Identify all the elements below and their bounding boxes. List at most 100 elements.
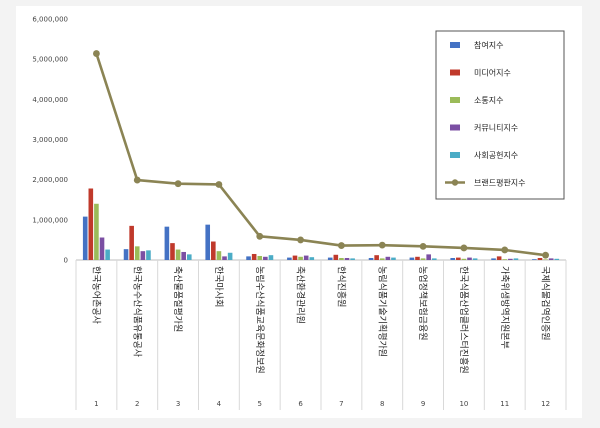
line-point	[338, 242, 345, 249]
legend-label: 브랜드평판지수	[474, 178, 526, 188]
x-axis: 한국농어촌공사 1 한국농수산식품유통공사 2 축산물품질평가원 3 한국마사회 4 농림수산식…	[75, 259, 567, 410]
bar-3	[134, 246, 140, 260]
bar-4	[426, 254, 431, 260]
rank-label: 9	[421, 400, 425, 408]
bar-4	[344, 257, 350, 260]
rank-label: 5	[258, 400, 262, 408]
bar-3	[379, 258, 385, 260]
bar-5	[309, 257, 315, 260]
bar-2	[292, 255, 298, 260]
line-point	[215, 181, 223, 188]
bar-4	[467, 257, 472, 260]
bar-3	[339, 257, 344, 260]
bar-3	[94, 203, 99, 260]
y-tick-label: 3,000,000	[32, 136, 68, 144]
category-label: 축산물품질평가원	[172, 266, 184, 332]
line-point	[501, 246, 509, 254]
bar-4	[548, 258, 554, 260]
bar-1	[123, 249, 129, 260]
bar-3	[420, 258, 426, 260]
bar-3	[543, 259, 548, 260]
legend-label: 사회공헌지수	[474, 151, 518, 160]
line-point	[256, 232, 264, 240]
legend-swatch	[450, 97, 460, 103]
y-tick-label: 0	[64, 257, 68, 265]
line-series	[93, 50, 549, 259]
bar-3	[216, 251, 222, 260]
line-point	[93, 50, 100, 57]
legend-swatch	[450, 124, 460, 131]
line-point	[378, 241, 386, 249]
bar-5	[513, 258, 519, 260]
bar-series	[82, 188, 560, 260]
bar-3	[175, 249, 181, 260]
line-point	[174, 180, 182, 188]
brand-reputation-chart: 0 1,000,000 2,000,000 3,000,000 4,000,000 5,0…	[32, 16, 567, 410]
rank-label: 3	[176, 400, 180, 408]
legend-label: 미디어지수	[474, 68, 511, 78]
rank-label: 7	[339, 400, 343, 408]
bar-5	[554, 258, 560, 260]
category-label: 한식진흥원	[335, 266, 347, 307]
rank-label: 8	[380, 400, 384, 408]
line-path	[95, 53, 546, 257]
bar-2	[251, 253, 257, 260]
bar-4	[263, 256, 268, 260]
legend-swatch	[450, 69, 460, 76]
line-point	[133, 176, 141, 184]
bar-1	[409, 257, 415, 260]
y-tick-label: 2,000,000	[32, 176, 68, 184]
rank-label: 12	[541, 400, 550, 408]
bar-5	[105, 249, 110, 260]
bar-5	[227, 252, 233, 260]
bar-1	[450, 257, 456, 260]
y-axis: 0 1,000,000 2,000,000 3,000,000 4,000,000 5,0…	[32, 16, 68, 265]
bar-2	[88, 188, 94, 260]
category-label: 한국식품산업클러스터진흥원	[458, 266, 470, 374]
category-label: 국제식물검역인증원	[540, 266, 552, 341]
line-point	[460, 244, 468, 252]
bar-1	[327, 257, 333, 260]
bar-1	[164, 226, 170, 260]
y-tick-label: 1,000,000	[32, 216, 68, 224]
legend-label: 커뮤니티지수	[474, 123, 518, 133]
category-label: 한국농어촌공사	[90, 266, 101, 325]
bar-2	[211, 241, 216, 260]
rank-label: 2	[135, 400, 139, 408]
category-label: 농림수산식품교육문화정보원	[254, 266, 266, 374]
category-label: 한국마사회	[213, 266, 224, 307]
bar-2	[129, 225, 134, 260]
bar-5	[268, 255, 274, 260]
bar-1	[205, 224, 211, 260]
bar-4	[385, 256, 391, 260]
y-tick-label: 5,000,000	[32, 56, 68, 64]
bar-4	[508, 258, 513, 260]
legend-swatch	[450, 42, 460, 48]
bar-2	[537, 257, 543, 260]
legend-swatch-marker	[451, 179, 459, 186]
bar-4	[222, 256, 227, 260]
bar-1	[246, 256, 251, 260]
bar-5	[472, 258, 478, 260]
bar-3	[257, 255, 263, 260]
bar-2	[456, 257, 461, 260]
legend-label: 소통지수	[474, 96, 503, 105]
bar-2	[374, 255, 379, 260]
bar-1	[287, 257, 292, 260]
rank-label: 1	[94, 400, 98, 408]
legend-label: 참여지수	[474, 40, 503, 50]
bar-2	[496, 256, 502, 260]
bar-5	[391, 257, 396, 260]
rank-label: 10	[459, 400, 468, 408]
bar-5	[431, 258, 437, 260]
bar-1	[368, 257, 374, 260]
bar-1	[532, 259, 537, 260]
bar-3	[461, 258, 467, 260]
category-label: 농림식품기술기획평가원	[376, 266, 388, 357]
chart-panel: 0 1,000,000 2,000,000 3,000,000 4,000,000 5,0…	[16, 6, 582, 418]
bar-1	[82, 216, 88, 260]
legend-box	[435, 30, 565, 200]
bar-4	[303, 255, 309, 260]
